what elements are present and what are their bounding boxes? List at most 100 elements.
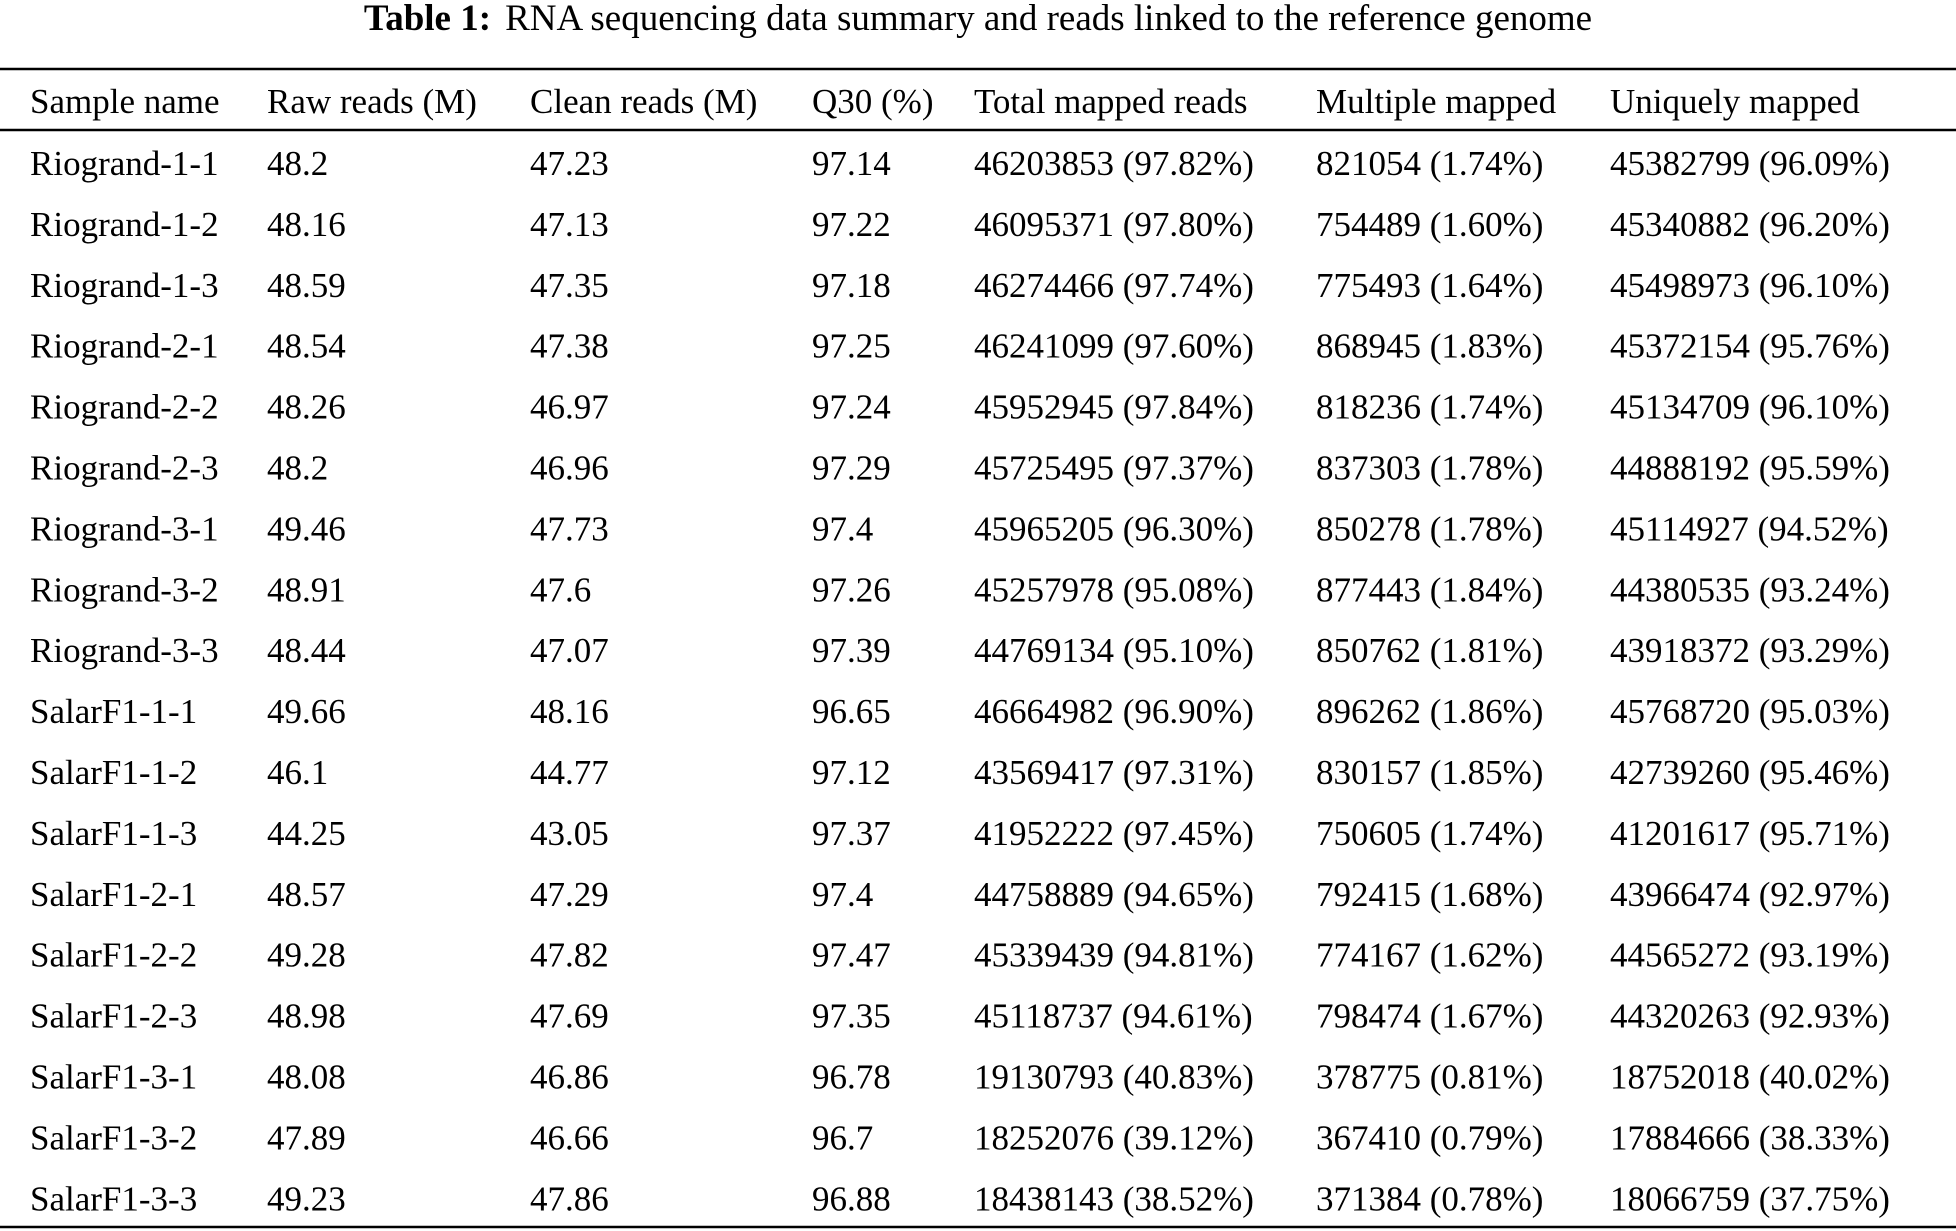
table-cell: SalarF1-3-3 bbox=[30, 1179, 197, 1218]
table-cell: 47.69 bbox=[530, 997, 609, 1036]
table-cell: 48.44 bbox=[267, 631, 346, 670]
header-cell: Clean reads (M) bbox=[530, 82, 757, 121]
table-cell: 45340882 (96.20%) bbox=[1610, 205, 1890, 244]
table-cell: Riogrand-2-2 bbox=[30, 388, 219, 427]
table-cell: 48.54 bbox=[267, 327, 346, 366]
table-cell: 45134709 (96.10%) bbox=[1610, 388, 1890, 427]
table-cell: 45965205 (96.30%) bbox=[974, 509, 1254, 548]
table-cell: 46203853 (97.82%) bbox=[974, 144, 1254, 183]
table-cell: 42739260 (95.46%) bbox=[1610, 753, 1890, 792]
table-cell: 49.23 bbox=[267, 1179, 346, 1218]
table-cell: 44769134 (95.10%) bbox=[974, 631, 1254, 670]
table-cell: 43.05 bbox=[530, 814, 609, 853]
table-cell: 41952222 (97.45%) bbox=[974, 814, 1254, 853]
table-cell: SalarF1-2-1 bbox=[30, 875, 197, 914]
table-cell: 97.4 bbox=[812, 509, 873, 548]
table-cell: 45382799 (96.09%) bbox=[1610, 144, 1890, 183]
table-cell: 47.29 bbox=[530, 875, 609, 914]
table-cell: 837303 (1.78%) bbox=[1316, 449, 1543, 488]
table-cell: SalarF1-2-3 bbox=[30, 997, 197, 1036]
table-cell: 45257978 (95.08%) bbox=[974, 570, 1254, 609]
table-cell: 830157 (1.85%) bbox=[1316, 753, 1543, 792]
table-cell: 44565272 (93.19%) bbox=[1610, 936, 1890, 975]
table-cell: 48.08 bbox=[267, 1058, 346, 1097]
header-cell: Uniquely mapped bbox=[1610, 82, 1860, 121]
header-cell: Total mapped reads bbox=[974, 82, 1248, 121]
table-cell: 44888192 (95.59%) bbox=[1610, 449, 1890, 488]
table-cell: 47.07 bbox=[530, 631, 609, 670]
table-cell: 371384 (0.78%) bbox=[1316, 1179, 1543, 1218]
table-cell: 46664982 (96.90%) bbox=[974, 692, 1254, 731]
table-cell: 97.22 bbox=[812, 205, 891, 244]
table-cell: 850278 (1.78%) bbox=[1316, 509, 1543, 548]
table-cell: 45118737 (94.61%) bbox=[974, 997, 1253, 1036]
table-cell: 750605 (1.74%) bbox=[1316, 814, 1543, 853]
table-cell: 47.38 bbox=[530, 327, 609, 366]
header-cell: Sample name bbox=[30, 82, 220, 121]
table-cell: 44.25 bbox=[267, 814, 346, 853]
table-cell: 44320263 (92.93%) bbox=[1610, 997, 1890, 1036]
table-cell: 18438143 (38.52%) bbox=[974, 1179, 1254, 1218]
table-cell: 96.65 bbox=[812, 692, 891, 731]
table-cell: 96.78 bbox=[812, 1058, 891, 1097]
table-cell: 46.66 bbox=[530, 1118, 609, 1157]
table-cell: 47.82 bbox=[530, 936, 609, 975]
table-cell: 97.35 bbox=[812, 997, 891, 1036]
table-cell: 45768720 (95.03%) bbox=[1610, 692, 1890, 731]
table-cell: 792415 (1.68%) bbox=[1316, 875, 1543, 914]
table-cell: 97.26 bbox=[812, 570, 891, 609]
table-cell: Riogrand-3-1 bbox=[30, 509, 219, 548]
table-cell: 97.14 bbox=[812, 144, 891, 183]
table-cell: 47.73 bbox=[530, 509, 609, 548]
table-cell: 48.2 bbox=[267, 144, 328, 183]
table-cell: 46274466 (97.74%) bbox=[974, 266, 1254, 305]
table-cell: 96.7 bbox=[812, 1118, 873, 1157]
table-cell: 18066759 (37.75%) bbox=[1610, 1179, 1890, 1218]
table-cell: 45725495 (97.37%) bbox=[974, 449, 1254, 488]
table-cell: 17884666 (38.33%) bbox=[1610, 1118, 1890, 1157]
table-cell: 97.25 bbox=[812, 327, 891, 366]
table-cell: Riogrand-1-2 bbox=[30, 205, 219, 244]
table-cell: 48.59 bbox=[267, 266, 346, 305]
table-cell: 367410 (0.79%) bbox=[1316, 1118, 1543, 1157]
table-cell: 47.89 bbox=[267, 1118, 346, 1157]
table-cell: 47.23 bbox=[530, 144, 609, 183]
table-cell: 43569417 (97.31%) bbox=[974, 753, 1254, 792]
table-cell: 46.96 bbox=[530, 449, 609, 488]
table-cell: SalarF1-3-1 bbox=[30, 1058, 197, 1097]
table-cell: 48.16 bbox=[267, 205, 346, 244]
table-cell: 47.35 bbox=[530, 266, 609, 305]
header-cell: Q30 (%) bbox=[812, 82, 934, 121]
table-cell: 46.86 bbox=[530, 1058, 609, 1097]
table-cell: SalarF1-3-2 bbox=[30, 1118, 197, 1157]
table-cell: 97.37 bbox=[812, 814, 891, 853]
table-cell: 46.1 bbox=[267, 753, 328, 792]
table-cell: 41201617 (95.71%) bbox=[1610, 814, 1890, 853]
table-cell: 48.26 bbox=[267, 388, 346, 427]
table-cell: SalarF1-1-1 bbox=[30, 692, 197, 731]
table-cell: 18752018 (40.02%) bbox=[1610, 1058, 1890, 1097]
table-cell: SalarF1-1-3 bbox=[30, 814, 197, 853]
table-cell: 850762 (1.81%) bbox=[1316, 631, 1543, 670]
table-cell: 798474 (1.67%) bbox=[1316, 997, 1543, 1036]
table-cell: 49.46 bbox=[267, 509, 346, 548]
table-cell: 45372154 (95.76%) bbox=[1610, 327, 1890, 366]
table-cell: Riogrand-3-3 bbox=[30, 631, 219, 670]
table-cell: 46241099 (97.60%) bbox=[974, 327, 1254, 366]
table-cell: 46.97 bbox=[530, 388, 609, 427]
table-cell: 97.47 bbox=[812, 936, 891, 975]
table-cell: 97.4 bbox=[812, 875, 873, 914]
table-cell: 821054 (1.74%) bbox=[1316, 144, 1543, 183]
table-cell: 45114927 (94.52%) bbox=[1610, 509, 1889, 548]
table-cell: 754489 (1.60%) bbox=[1316, 205, 1543, 244]
table-cell: 46095371 (97.80%) bbox=[974, 205, 1254, 244]
table-cell: 96.88 bbox=[812, 1179, 891, 1218]
table-cell: 97.39 bbox=[812, 631, 891, 670]
table-cell: 97.12 bbox=[812, 753, 891, 792]
table-caption: Table 1: RNA sequencing data summary and … bbox=[364, 0, 1592, 39]
table-cell: 48.91 bbox=[267, 570, 346, 609]
table-cell: 18252076 (39.12%) bbox=[974, 1118, 1254, 1157]
header-cell: Raw reads (M) bbox=[267, 82, 477, 121]
table-cell: 97.18 bbox=[812, 266, 891, 305]
